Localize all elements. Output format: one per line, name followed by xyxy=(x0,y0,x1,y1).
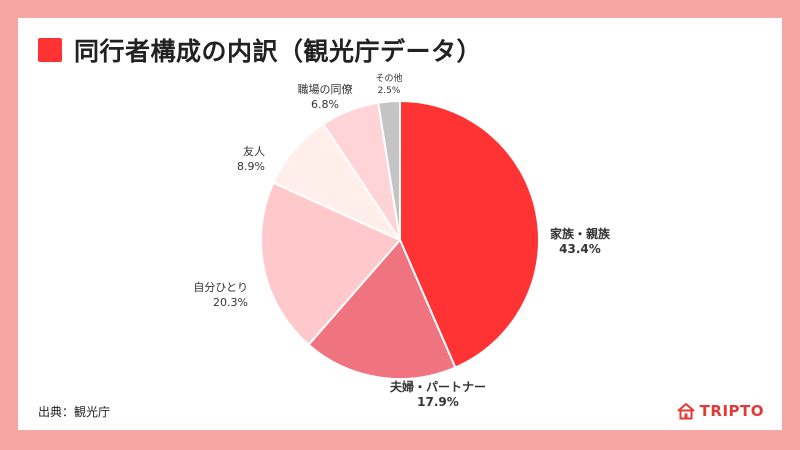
page-title: 同行者構成の内訳（観光庁データ） xyxy=(74,37,483,66)
slice-value-6: 2.5% xyxy=(378,86,401,96)
slice-label-1: 家族・親族 xyxy=(550,226,611,241)
pie-slice-2 xyxy=(307,239,457,380)
pie-slices xyxy=(260,100,540,380)
chart-card: 同行者構成の内訳（観光庁データ） 家族・親族 43.4% 夫婦・パートナー 17.9%… xyxy=(18,18,782,430)
slice-value-3: 20.3% xyxy=(213,296,248,309)
pie-slice-6 xyxy=(377,100,401,241)
slice-label-5: 職場の同僚 xyxy=(298,83,353,96)
slice-value-2: 17.9% xyxy=(417,395,459,409)
source-note: 出典：観光庁 xyxy=(38,405,111,419)
slice-value-4: 8.9% xyxy=(237,160,265,173)
slice-value-5: 6.8% xyxy=(311,98,339,111)
house-icon xyxy=(676,403,695,420)
slice-label-6: その他 xyxy=(375,72,402,84)
brand-name: TRIPTO xyxy=(699,402,764,420)
pie-slice-1 xyxy=(399,100,540,369)
brand-logo: TRIPTO xyxy=(676,402,764,420)
slice-label-2: 夫婦・パートナー xyxy=(389,379,486,394)
slice-label-3: 自分ひとり xyxy=(193,281,248,294)
title-bar: 同行者構成の内訳（観光庁データ） xyxy=(38,32,482,68)
title-marker-icon xyxy=(38,38,62,62)
slice-value-1: 43.4% xyxy=(559,242,601,256)
slice-label-4: 友人 xyxy=(243,144,265,158)
pie-slice-3 xyxy=(260,181,401,346)
